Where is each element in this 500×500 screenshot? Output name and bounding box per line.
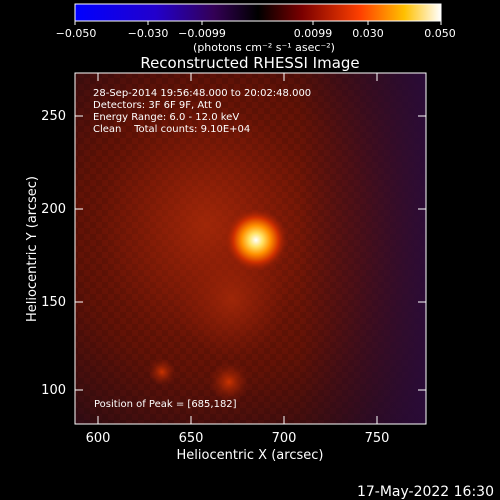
colorbar-unit-label: (photons cm⁻² s⁻¹ asec⁻²) — [193, 41, 335, 54]
plot-title: Reconstructed RHESSI Image — [140, 54, 359, 72]
colorbar-tick-label: −0.050 — [56, 27, 97, 40]
y-tick-label: 250 — [41, 109, 66, 124]
colorbar-ticks — [74, 21, 442, 25]
secondary-source — [148, 358, 176, 386]
peak-position-label: Position of Peak = [685,182] — [94, 399, 237, 410]
y-axis-ticks — [75, 115, 426, 391]
plot-frame — [74, 72, 427, 425]
info-time-range: 28-Sep-2014 19:56:48.000 to 20:02:48.000 — [93, 88, 311, 99]
y-tick-label: 200 — [41, 202, 66, 217]
x-tick-label: 700 — [272, 431, 297, 446]
peak-source — [224, 208, 288, 272]
info-energy-range: Energy Range: 6.0 - 12.0 keV — [93, 112, 239, 123]
y-tick-label: 150 — [41, 295, 66, 310]
x-tick-label: 750 — [365, 431, 390, 446]
colorbar — [74, 3, 442, 22]
colorbar-tick-label: −0.0099 — [178, 27, 226, 40]
x-axis-ticks — [97, 73, 378, 424]
colorbar-tick-label: 0.0099 — [294, 27, 333, 40]
y-tick-label: 100 — [41, 383, 66, 398]
y-axis-label: Heliocentric Y (arcsec) — [25, 176, 40, 322]
solar-image — [75, 73, 426, 424]
x-tick-label: 600 — [86, 431, 111, 446]
colorbar-tick-label: 0.050 — [424, 27, 456, 40]
x-axis-label: Heliocentric X (arcsec) — [177, 448, 324, 463]
info-detectors: Detectors: 3F 6F 9F, Att 0 — [93, 100, 221, 111]
footer-date: 17-May-2022 16:30 — [357, 484, 494, 500]
x-tick-label: 650 — [179, 431, 204, 446]
colorbar-tick-label: 0.030 — [352, 27, 384, 40]
colorbar-tick-label: −0.030 — [128, 27, 169, 40]
secondary-source — [209, 362, 249, 402]
info-clean-counts: Clean Total counts: 9.10E+04 — [93, 124, 250, 135]
